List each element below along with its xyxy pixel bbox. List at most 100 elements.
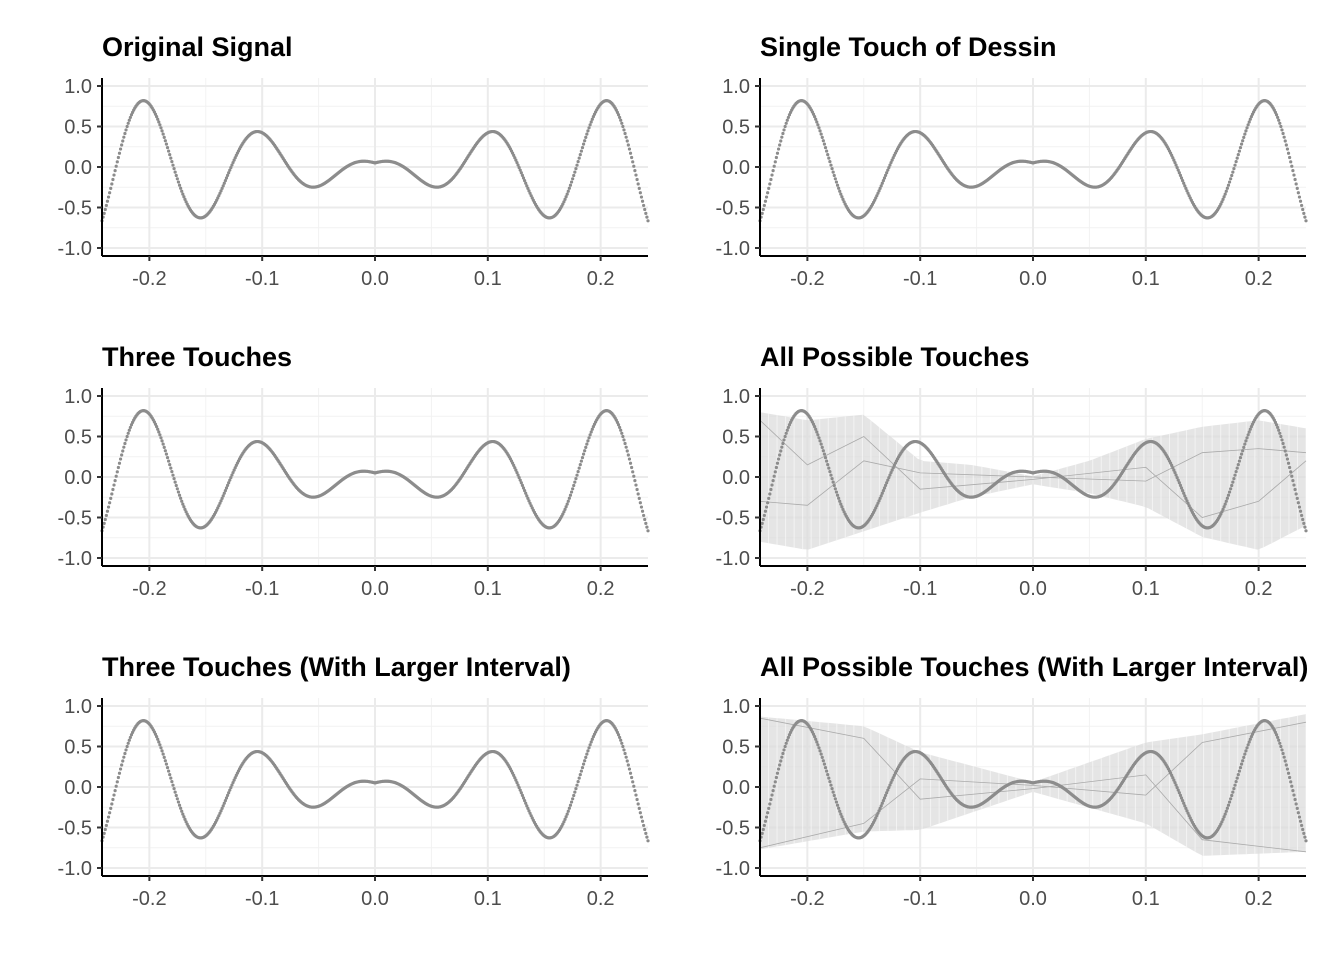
signal-point — [1278, 741, 1282, 745]
signal-point — [528, 811, 532, 815]
signal-point — [585, 132, 589, 136]
signal-point — [1279, 434, 1283, 439]
panel-single-touch: Single Touch of Dessin -1.0 -0.5 0.0 0.5 1.0… — [716, 32, 1308, 290]
signal-point — [1175, 166, 1179, 170]
signal-point — [776, 457, 781, 461]
signal-point — [819, 442, 823, 446]
signal-point — [639, 195, 644, 199]
signal-point — [518, 168, 522, 172]
signal-point — [567, 496, 571, 500]
signal-point — [116, 775, 120, 780]
signal-point — [1234, 470, 1238, 474]
signal-point — [115, 160, 119, 164]
signal-point — [615, 110, 620, 114]
signal-point — [767, 186, 771, 190]
signal-point — [1222, 505, 1226, 509]
x-tick-label: 0.1 — [474, 578, 502, 600]
signal-point — [768, 182, 772, 186]
signal-point — [225, 173, 230, 177]
signal-point — [102, 831, 106, 835]
signal-point — [105, 819, 110, 823]
panel-title: Three Touches (With Larger Interval) — [102, 652, 571, 682]
signal-point — [1293, 177, 1297, 182]
signal-point — [762, 203, 766, 208]
signal-point — [589, 120, 593, 124]
signal-point — [515, 470, 519, 475]
signal-point — [782, 128, 786, 132]
panel-title: All Possible Touches — [760, 342, 1030, 372]
signal-point — [888, 163, 892, 167]
signal-point — [588, 433, 592, 437]
signal-point — [106, 505, 111, 509]
plot-area: -1.0 -0.5 0.0 0.5 1.0 -0.2 -0.1 0.0 0.1 0.2 — [716, 76, 1308, 290]
signal-point — [591, 425, 596, 429]
signal-point — [826, 152, 830, 157]
signal-point — [831, 170, 835, 174]
signal-point — [1282, 135, 1286, 139]
signal-point — [772, 474, 776, 478]
signal-point — [1247, 120, 1251, 124]
signal-point — [811, 112, 816, 116]
signal-point — [1185, 189, 1189, 193]
signal-point — [835, 803, 840, 807]
signal-point — [104, 513, 108, 518]
signal-point — [642, 203, 646, 208]
signal-point — [644, 211, 648, 215]
signal-point — [1294, 182, 1298, 186]
signal-point — [1221, 817, 1225, 821]
signal-point — [646, 839, 650, 843]
signal-point — [816, 433, 820, 437]
y-tick-label: 0.0 — [722, 467, 750, 489]
signal-point — [165, 765, 170, 770]
signal-point — [106, 195, 111, 199]
y-tick-label: -1.0 — [716, 548, 750, 570]
signal-point — [770, 793, 774, 797]
signal-point — [227, 481, 231, 485]
signal-point — [635, 177, 639, 182]
signal-point — [628, 461, 633, 465]
signal-point — [514, 778, 518, 782]
signal-point — [1301, 207, 1305, 212]
signal-point — [823, 455, 828, 460]
signal-point — [524, 801, 528, 805]
signal-point — [578, 772, 582, 777]
signal-point — [766, 501, 770, 505]
signal-point — [820, 755, 824, 759]
signal-point — [631, 160, 635, 164]
signal-point — [587, 746, 591, 750]
signal-point — [832, 173, 836, 178]
signal-point — [1174, 473, 1178, 477]
signal-point — [117, 771, 122, 775]
signal-point — [129, 113, 134, 117]
signal-point — [1229, 177, 1233, 181]
signal-point — [581, 452, 586, 456]
signal-point — [1247, 430, 1251, 434]
signal-point — [821, 139, 825, 143]
signal-point — [574, 477, 578, 481]
signal-point — [776, 147, 781, 151]
signal-point — [232, 778, 236, 782]
signal-point — [114, 784, 118, 788]
signal-point — [769, 487, 773, 492]
signal-point — [114, 474, 118, 478]
signal-point — [1230, 173, 1234, 178]
signal-point — [104, 823, 108, 828]
signal-point — [1224, 499, 1228, 503]
signal-point — [105, 509, 110, 513]
signal-point — [832, 793, 836, 798]
signal-point — [564, 505, 568, 509]
signal-point — [1296, 191, 1300, 195]
signal-point — [122, 445, 126, 449]
signal-point — [523, 489, 527, 493]
signal-point — [1233, 163, 1237, 167]
x-tick-label: 0.2 — [1245, 888, 1273, 910]
signal-point — [1234, 780, 1238, 784]
signal-point — [576, 160, 580, 164]
signal-point — [877, 499, 881, 503]
signal-point — [623, 131, 627, 136]
signal-point — [833, 487, 837, 491]
signal-point — [156, 737, 160, 741]
signal-point — [565, 192, 569, 196]
signal-point — [229, 166, 233, 170]
signal-point — [1186, 501, 1190, 505]
